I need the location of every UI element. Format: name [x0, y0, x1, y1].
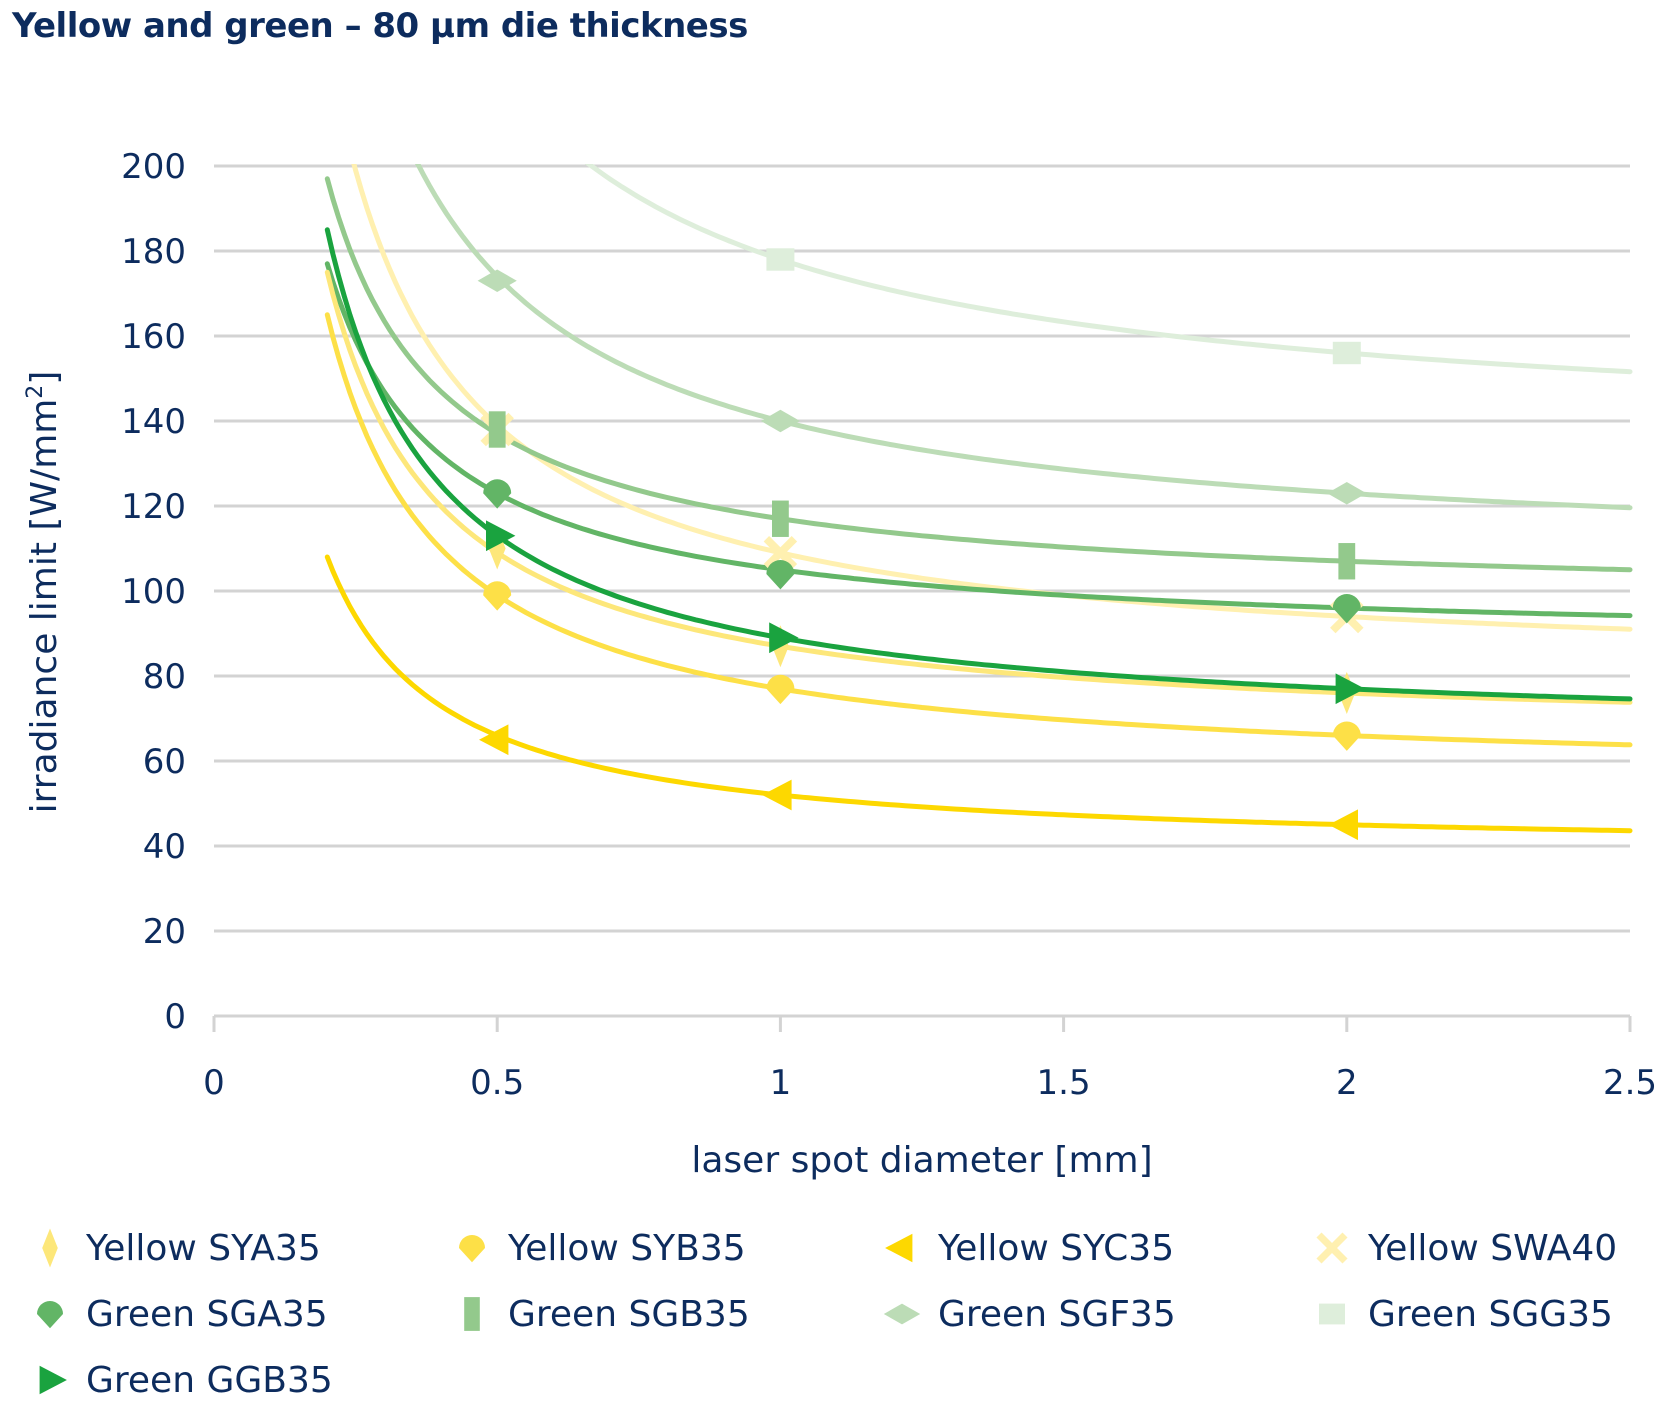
legend-marker [39, 1365, 67, 1395]
curve-yellow-sya35 [324, 269, 1633, 705]
marker-green-sgb35 [1338, 543, 1356, 580]
marker-green-sgg35 [766, 248, 795, 271]
legend-item: Green SGF35 [882, 1284, 1176, 1344]
marker-yellow-syb35 [766, 674, 795, 705]
y-tick-label: 20 [143, 912, 186, 952]
legend-marker [883, 1303, 921, 1325]
series-markers [477, 248, 1367, 841]
marker-green-sgf35 [1327, 482, 1367, 505]
x-tick-label: 0.5 [470, 1063, 524, 1103]
legend-marker-icon [885, 1233, 913, 1263]
marker-yellow-syb35 [1332, 721, 1361, 751]
legend-marker-icon [464, 1297, 480, 1331]
y-tick-labels: 0 20 40 60 80 100 120 140 160 180 200 [121, 147, 186, 1037]
curve-green-sga35 [324, 261, 1633, 619]
legend-marker-icon [39, 1365, 67, 1395]
marker-yellow-syc35 [762, 779, 792, 811]
marker-green-ggb35 [1335, 673, 1365, 705]
y-tick-label: 160 [121, 317, 186, 357]
legend-item: Yellow SYA35 [30, 1218, 321, 1278]
legend-item: Yellow SYB35 [452, 1218, 746, 1278]
legend-label: Green SGB35 [508, 1293, 750, 1335]
x-tick-label: 2.5 [1603, 1063, 1657, 1103]
y-tick-label: 140 [121, 402, 186, 442]
y-tick-label: 80 [143, 657, 186, 697]
marker-green-sgb35 [772, 500, 789, 537]
x-tick-label: 1.5 [1037, 1063, 1091, 1103]
legend-item: Yellow SYC35 [882, 1218, 1174, 1278]
legend-item: Green SGB35 [452, 1284, 750, 1344]
marker-green-sgb35 [488, 411, 506, 448]
y-tick-label: 120 [121, 487, 186, 527]
legend-item: Green GGB35 [30, 1350, 333, 1410]
y-tick-label: 60 [143, 742, 186, 782]
curve-green-sgg35 [584, 164, 1633, 375]
marker-green-sga35 [1332, 594, 1361, 624]
curve-green-sgf35 [415, 164, 1633, 511]
gridlines [214, 164, 1630, 933]
legend-label: Yellow SYC35 [938, 1227, 1175, 1269]
legend-item: Green SGA35 [30, 1284, 328, 1344]
legend-item: Green SGG35 [1312, 1284, 1613, 1344]
marker-yellow-swa40 [763, 536, 798, 570]
y-tick-label: 180 [121, 232, 186, 272]
marker-green-ggb35 [486, 520, 516, 552]
legend-marker [42, 1228, 58, 1268]
legend-label: Yellow SWA40 [1368, 1227, 1618, 1269]
x-axis-title: laser spot diameter [mm] [691, 1140, 1152, 1181]
curve-green-sgb35 [324, 176, 1633, 573]
legend-marker [1319, 1303, 1345, 1325]
y-axis-title-sup: 2 [23, 385, 48, 399]
marker-yellow-syc35 [479, 724, 509, 756]
series-curves [324, 164, 1633, 834]
chart-title: Yellow and green – 80 µm die thickness [12, 6, 748, 46]
legend-label: Yellow SYA35 [86, 1227, 321, 1269]
curve-yellow-syb35 [324, 312, 1633, 748]
x-axis [212, 1014, 1632, 1032]
legend-label: Green SGG35 [1368, 1293, 1613, 1335]
legend-label: Green SGA35 [86, 1293, 328, 1335]
legend-marker-icon [1316, 1232, 1348, 1264]
legend-marker-icon [459, 1235, 485, 1263]
y-tick-label: 200 [121, 147, 186, 187]
y-axis-title-end: ] [24, 371, 65, 385]
legend-item: Yellow SWA40 [1312, 1218, 1617, 1278]
curve-yellow-swa40 [351, 164, 1633, 632]
legend-marker [1316, 1232, 1348, 1264]
y-axis-title-base: irradiance limit [W/mm [24, 399, 65, 814]
y-tick-label: 0 [164, 997, 186, 1037]
marker-green-sgf35 [477, 269, 517, 292]
legend-marker-icon [37, 1301, 63, 1329]
legend-label: Green SGF35 [938, 1293, 1176, 1335]
marker-green-sgg35 [1332, 341, 1361, 365]
marker-green-ggb35 [769, 622, 799, 654]
curve-green-ggb35 [324, 227, 1633, 702]
y-tick-label: 100 [121, 572, 186, 612]
marker-yellow-syc35 [1328, 809, 1358, 841]
x-tick-label: 2 [1336, 1063, 1358, 1103]
marker-yellow-syb35 [483, 581, 512, 611]
legend-marker [885, 1233, 913, 1263]
legend-marker-icon [883, 1303, 921, 1325]
marker-green-sga35 [766, 560, 795, 590]
y-tick-label: 40 [143, 827, 186, 867]
marker-green-sgf35 [760, 409, 800, 433]
marker-green-sga35 [483, 479, 512, 509]
curve-yellow-syc35 [324, 554, 1633, 834]
legend-marker [37, 1301, 63, 1329]
legend-marker [459, 1235, 485, 1263]
legend-label: Green GGB35 [86, 1359, 333, 1401]
plot-area: 0 20 40 60 80 100 120 140 160 180 200 0 0.5 1 1.5 2 2.5… [23, 147, 1657, 1181]
x-tick-labels: 0 0.5 1 1.5 2 2.5 [203, 1063, 1657, 1103]
x-tick-label: 0 [203, 1063, 225, 1103]
y-axis-title: irradiance limit [W/mm2] [23, 371, 65, 814]
x-tick-label: 1 [770, 1063, 792, 1103]
legend-label: Yellow SYB35 [508, 1227, 746, 1269]
legend-marker-icon [1319, 1303, 1345, 1325]
legend-marker [464, 1297, 480, 1331]
legend-marker-icon [42, 1228, 58, 1268]
